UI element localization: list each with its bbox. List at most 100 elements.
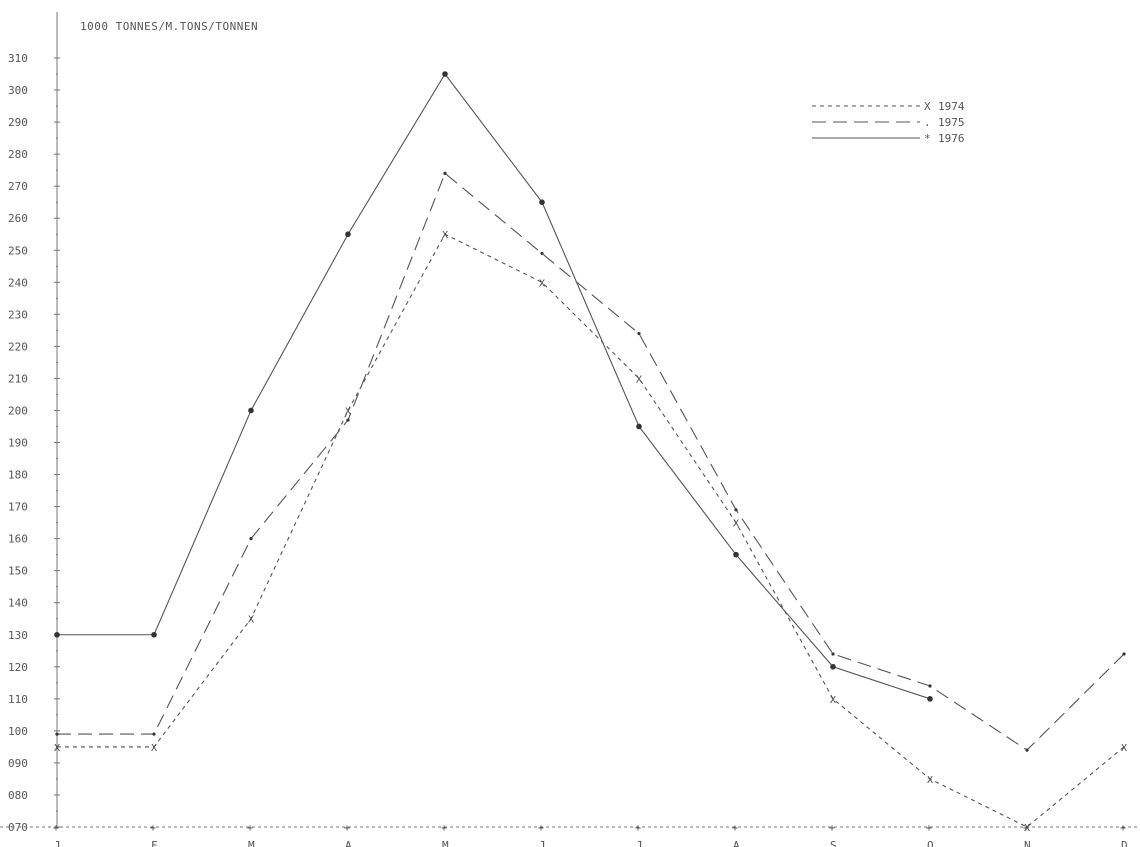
x-tick-mark: + — [1120, 823, 1126, 834]
x-tick-label: J — [539, 839, 546, 847]
legend-label-1974: 1974 — [938, 100, 965, 113]
series-line-1974 — [57, 233, 1125, 828]
x-tick-mark: + — [1023, 823, 1029, 834]
x-tick-mark: + — [150, 823, 156, 834]
data-point-1976 — [442, 71, 448, 77]
x-tick-mark: + — [344, 823, 350, 834]
data-point-1976 — [248, 407, 254, 414]
x-tick-mark: + — [926, 823, 932, 834]
data-point-1975 — [152, 732, 156, 736]
data-point-1974: X — [151, 743, 157, 754]
data-point-1974: X — [442, 230, 448, 241]
series-layer: X X X X X X X X X X X X — [54, 71, 1127, 834]
y-tick-label: 090 — [8, 757, 28, 770]
y-tick-label: 070 — [8, 821, 28, 834]
legend-label-1976: 1976 — [938, 132, 965, 145]
data-point-1976 — [636, 423, 642, 430]
data-point-1974: X — [830, 695, 836, 706]
data-point-1974: X — [636, 374, 642, 385]
data-point-1976 — [733, 551, 739, 558]
y-tick-label: 230 — [8, 308, 28, 321]
data-point-1975 — [443, 171, 447, 175]
x-tick-label: M — [442, 839, 449, 847]
x-tick-mark: + — [732, 823, 738, 834]
series-line-1976 — [57, 73, 931, 700]
y-tick-label: 160 — [8, 533, 28, 546]
series-line-1975 — [57, 172, 1125, 751]
y-tick-label: 140 — [8, 597, 28, 610]
y-axis-unit-label: 1000 TONNES/M.TONS/TONNEN — [80, 20, 258, 33]
data-point-1975 — [1122, 652, 1126, 656]
y-tick-label: 200 — [8, 404, 28, 417]
data-point-1976 — [830, 663, 836, 670]
data-point-1976 — [539, 199, 545, 205]
x-tick-label: J — [636, 839, 643, 847]
data-point-1976 — [54, 631, 60, 638]
x-tick-mark: + — [441, 823, 447, 834]
y-axis: 070 080 090 100 110 120 130 140 150 160 170 180 190 2… — [8, 12, 60, 834]
x-tick-label: J — [54, 839, 61, 847]
data-point-1974: X — [539, 278, 545, 289]
y-tick-label: 120 — [8, 661, 28, 674]
data-point-1975 — [637, 331, 641, 336]
legend: X 1974. 1975 * 1976 — [812, 100, 965, 145]
y-tick-label: 110 — [8, 693, 28, 706]
data-point-1975 — [928, 684, 932, 688]
y-tick-label: 220 — [8, 340, 28, 353]
data-point-1974: X — [733, 519, 739, 530]
y-tick-label: 260 — [8, 212, 28, 225]
data-point-1975 — [55, 732, 59, 736]
x-tick-label: N — [1024, 839, 1031, 847]
x-tick-mark: + — [829, 823, 835, 834]
x-tick-label: A — [345, 839, 352, 847]
x-tick-label: O — [927, 839, 934, 847]
data-point-1974: X — [248, 615, 254, 626]
x-tick-label: F — [151, 839, 158, 847]
data-point-1975 — [831, 652, 835, 656]
data-point-1976 — [151, 631, 157, 638]
x-tick-label: D — [1121, 839, 1128, 847]
legend-marker-1974: X — [924, 100, 931, 113]
y-tick-label: 290 — [8, 116, 28, 129]
x-tick-label: M — [248, 839, 255, 847]
y-tick-label: 280 — [8, 148, 28, 161]
y-tick-label: 080 — [8, 789, 28, 802]
y-tick-label: 310 — [8, 52, 28, 65]
y-tick-label: 270 — [8, 180, 28, 193]
legend-marker-1975: . — [924, 116, 931, 129]
y-tick-label: 190 — [8, 437, 28, 450]
y-tick-label: 170 — [8, 501, 28, 514]
data-point-1974: X — [345, 406, 351, 417]
data-point-1975 — [540, 251, 544, 256]
x-tick-mark: + — [538, 823, 544, 834]
data-point-1974: X — [1121, 743, 1127, 754]
data-point-1976 — [345, 231, 351, 238]
y-tick-label: 300 — [8, 84, 28, 97]
series-1975 — [55, 171, 1126, 752]
y-tick-label: 100 — [8, 725, 28, 738]
y-tick-label: 250 — [8, 244, 28, 257]
series-1974: X X X X X X X X X X X X — [54, 230, 1127, 834]
data-point-1974: X — [1024, 823, 1030, 834]
data-point-1975 — [249, 537, 253, 541]
data-point-1975 — [346, 418, 350, 422]
y-tick-label: 240 — [8, 276, 28, 289]
y-tick-label: 150 — [8, 565, 28, 578]
data-point-1974: X — [54, 743, 60, 754]
y-tick-label: 130 — [8, 629, 28, 642]
x-tick-label: A — [733, 839, 740, 847]
legend-label-1975: 1975 — [938, 116, 965, 129]
data-point-1974: X — [927, 775, 933, 786]
data-point-1976 — [927, 696, 933, 702]
legend-marker-1976: * — [924, 132, 931, 145]
x-tick-mark: + — [635, 823, 641, 834]
x-tick-label: S — [830, 839, 837, 847]
x-tick-mark: + — [247, 823, 253, 834]
series-1976 — [54, 71, 933, 702]
x-axis: + J + F + M + A + M + J + J + A + S + O + N + D — [0, 823, 1140, 847]
data-point-1975 — [1025, 748, 1029, 752]
data-point-1975 — [734, 508, 738, 512]
y-tick-label: 180 — [8, 469, 28, 482]
y-tick-label: 210 — [8, 372, 28, 385]
